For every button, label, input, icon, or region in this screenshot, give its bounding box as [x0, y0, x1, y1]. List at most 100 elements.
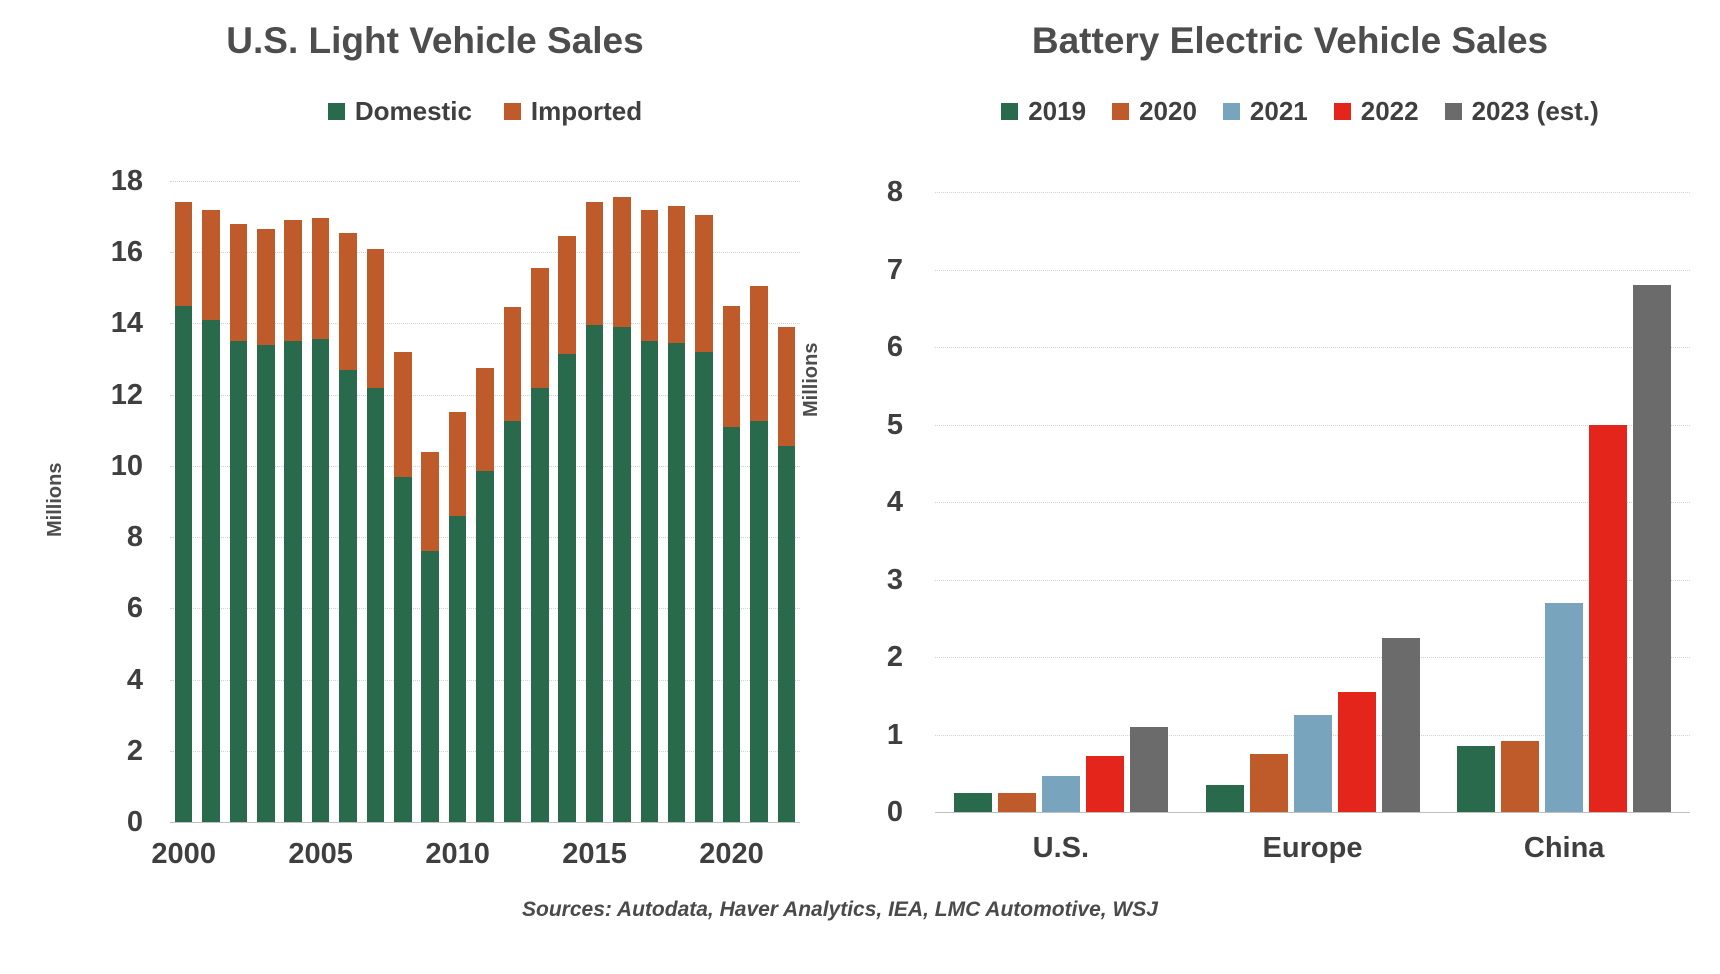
bar-segment-imported — [421, 451, 439, 552]
y-axis: 0 2 4 6 8 10 12 14 16 18 — [85, 165, 155, 838]
bar-segment-imported — [229, 223, 248, 342]
bar-u-s-2019 — [953, 793, 992, 812]
grid-line — [170, 252, 800, 254]
source-note: Sources: Autodata, Haver Analytics, IEA,… — [522, 898, 1158, 921]
legend-item: 2023 (est.) — [1444, 96, 1599, 127]
bar-segment-domestic — [448, 515, 467, 822]
bar-segment-domestic — [202, 319, 220, 822]
y-tick-label: 2 — [126, 734, 143, 767]
bar-segment-domestic — [503, 421, 522, 822]
x-tick-label: 2010 — [425, 838, 490, 870]
grid-line — [935, 192, 1690, 193]
bar-china-2019 — [1457, 746, 1496, 812]
bar-europe-2022 — [1337, 691, 1376, 812]
bar-segment-imported — [448, 412, 467, 516]
x-tick-label: 2000 — [151, 838, 216, 870]
bar-segment-domestic — [339, 369, 357, 822]
legend-swatch-2023-est — [1444, 103, 1462, 120]
bar-segment-imported — [667, 205, 686, 344]
y-tick-label: 12 — [110, 378, 143, 411]
bar-segment-imported — [284, 220, 302, 342]
bar-europe-2023-est — [1381, 637, 1420, 812]
bar-segment-imported — [640, 209, 659, 342]
y-tick-label: 18 — [110, 165, 143, 197]
bar-segment-domestic — [394, 476, 412, 822]
bar-segment-domestic — [777, 446, 796, 822]
bar-u-s-2021 — [1041, 775, 1080, 812]
legend-label: 2020 — [1139, 96, 1197, 126]
bar-segment-domestic — [531, 387, 549, 822]
legend-swatch-2022 — [1333, 103, 1351, 120]
bar-segment-imported — [311, 218, 330, 340]
bar-china-2023-est — [1633, 285, 1672, 812]
legend-item: 2019 — [1001, 96, 1086, 127]
x-tick-label: 2020 — [699, 838, 764, 870]
bar-segment-domestic — [640, 341, 659, 822]
bar-segment-imported — [366, 248, 385, 388]
bar-china-2022 — [1589, 424, 1628, 812]
bar-segment-domestic — [750, 421, 768, 822]
chart-title: U.S. Light Vehicle Sales — [226, 20, 644, 61]
bar-segment-imported — [777, 327, 796, 447]
y-axis-title: Millions — [800, 342, 822, 418]
grid-line — [935, 269, 1690, 271]
bar-segment-imported — [476, 367, 494, 472]
bar-segment-imported — [750, 286, 768, 422]
grid-line — [935, 579, 1690, 581]
y-tick-label: 6 — [126, 592, 143, 625]
bar-segment-domestic — [695, 351, 713, 822]
y-axis: 0 1 2 3 4 5 6 7 8 — [845, 176, 915, 828]
legend-item: 2021 — [1222, 96, 1308, 127]
y-tick-label: 3 — [886, 563, 903, 596]
bar-segment-domestic — [174, 305, 193, 822]
bar-segment-domestic — [229, 341, 248, 822]
grid-line — [935, 424, 1690, 426]
bar-segment-imported — [174, 202, 193, 306]
legend-label: 2022 — [1360, 96, 1419, 126]
y-tick-label: 5 — [886, 408, 903, 441]
bar-u-s-2023-est — [1129, 726, 1168, 812]
y-tick-label: 8 — [126, 521, 143, 554]
legend-item: Domestic — [327, 96, 472, 127]
bar-segment-imported — [558, 236, 576, 354]
x-axis-line — [170, 822, 800, 823]
y-tick-label: 1 — [886, 718, 903, 751]
grid-line — [170, 323, 800, 325]
y-tick-label: 7 — [886, 253, 903, 286]
bar-u-s-2020 — [997, 792, 1036, 812]
bar-segment-domestic — [613, 327, 631, 822]
chart-legend: 2019 2020 2021 2022 2023 (est.) — [925, 96, 1675, 127]
bar-segment-domestic — [284, 341, 302, 822]
bar-segment-imported — [722, 305, 741, 427]
legend-swatch-domestic — [327, 103, 345, 120]
bar-segment-domestic — [667, 343, 686, 822]
x-axis-line — [935, 812, 1690, 813]
x-axis: 2000 2005 2010 2015 2020 — [151, 838, 800, 878]
bar-segment-domestic — [311, 339, 330, 822]
bar-segment-imported — [257, 229, 275, 345]
bar-china-2020 — [1501, 740, 1540, 812]
x-axis: U.S. Europe China — [935, 832, 1690, 872]
bar-china-2021 — [1545, 602, 1584, 812]
y-tick-label: 8 — [886, 176, 903, 208]
legend-label: Domestic — [354, 96, 472, 126]
legend-label: 2019 — [1028, 96, 1087, 126]
bar-europe-2019 — [1205, 784, 1244, 812]
y-tick-label: 4 — [886, 486, 903, 518]
bar-u-s-2022 — [1085, 756, 1124, 812]
grid-line — [935, 657, 1690, 658]
x-tick-label: Europe — [1262, 832, 1363, 864]
legend-swatch-2020 — [1112, 103, 1130, 120]
y-axis-title: Millions — [44, 462, 66, 538]
legend-swatch-2021 — [1222, 103, 1240, 120]
legend-item: 2022 — [1333, 96, 1419, 127]
x-tick-label: China — [1523, 832, 1605, 864]
bar-segment-domestic — [476, 471, 494, 822]
grid-line — [935, 502, 1690, 503]
bar-segment-domestic — [366, 387, 385, 822]
legend-item: 2020 — [1112, 96, 1197, 127]
y-tick-label: 0 — [886, 796, 903, 828]
y-tick-label: 14 — [110, 307, 143, 340]
y-tick-label: 6 — [886, 331, 903, 363]
